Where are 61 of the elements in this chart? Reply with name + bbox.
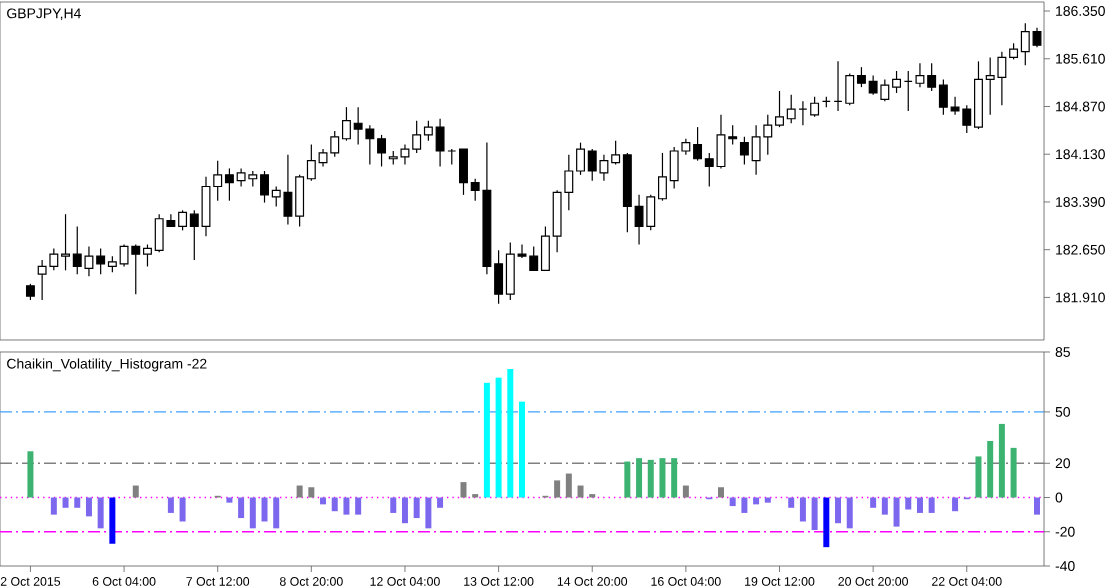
bar bbox=[331, 497, 338, 512]
bar bbox=[905, 497, 912, 510]
bar bbox=[296, 485, 303, 498]
bar bbox=[987, 441, 994, 498]
bar bbox=[881, 497, 888, 515]
bar bbox=[437, 497, 444, 508]
bar bbox=[952, 497, 959, 512]
bar bbox=[717, 487, 724, 498]
bar bbox=[62, 497, 69, 508]
bar bbox=[390, 497, 397, 513]
bar bbox=[97, 497, 104, 529]
bar bbox=[893, 497, 900, 527]
bar bbox=[823, 497, 830, 548]
bar bbox=[624, 461, 631, 498]
bar bbox=[238, 497, 245, 519]
bar bbox=[764, 497, 771, 503]
bar bbox=[425, 497, 432, 529]
bar bbox=[495, 377, 502, 498]
bar bbox=[273, 497, 280, 529]
bar bbox=[132, 485, 139, 498]
bar bbox=[167, 497, 174, 513]
bar bbox=[565, 473, 572, 498]
bar bbox=[916, 497, 923, 513]
bar bbox=[74, 497, 81, 508]
bar bbox=[27, 451, 34, 498]
bar bbox=[50, 497, 57, 515]
bar bbox=[741, 497, 748, 513]
bar bbox=[109, 497, 116, 544]
bar bbox=[483, 382, 490, 498]
bar bbox=[401, 497, 408, 524]
bar bbox=[413, 497, 420, 519]
bar bbox=[226, 497, 233, 503]
bar bbox=[846, 497, 853, 529]
bar bbox=[308, 487, 315, 498]
bar bbox=[507, 369, 514, 498]
bar bbox=[870, 497, 877, 508]
bar bbox=[1010, 447, 1017, 498]
bar bbox=[835, 497, 842, 524]
bar bbox=[85, 497, 92, 517]
bar bbox=[788, 497, 795, 508]
bar bbox=[577, 485, 584, 498]
bar bbox=[636, 458, 643, 498]
bar bbox=[460, 482, 467, 498]
bar bbox=[659, 458, 666, 498]
bar bbox=[554, 480, 561, 498]
bar bbox=[975, 456, 982, 498]
bar bbox=[179, 497, 186, 522]
bar bbox=[811, 497, 818, 531]
bar bbox=[261, 497, 268, 522]
bar bbox=[682, 485, 689, 498]
bar bbox=[647, 459, 654, 498]
bar bbox=[249, 497, 256, 529]
bar bbox=[998, 423, 1005, 498]
bar bbox=[343, 497, 350, 515]
bar bbox=[519, 401, 526, 498]
bar bbox=[799, 497, 806, 522]
bar bbox=[1034, 497, 1040, 515]
bar bbox=[355, 497, 362, 515]
bar bbox=[928, 497, 935, 513]
bar bbox=[671, 458, 678, 498]
bar bbox=[729, 497, 736, 507]
